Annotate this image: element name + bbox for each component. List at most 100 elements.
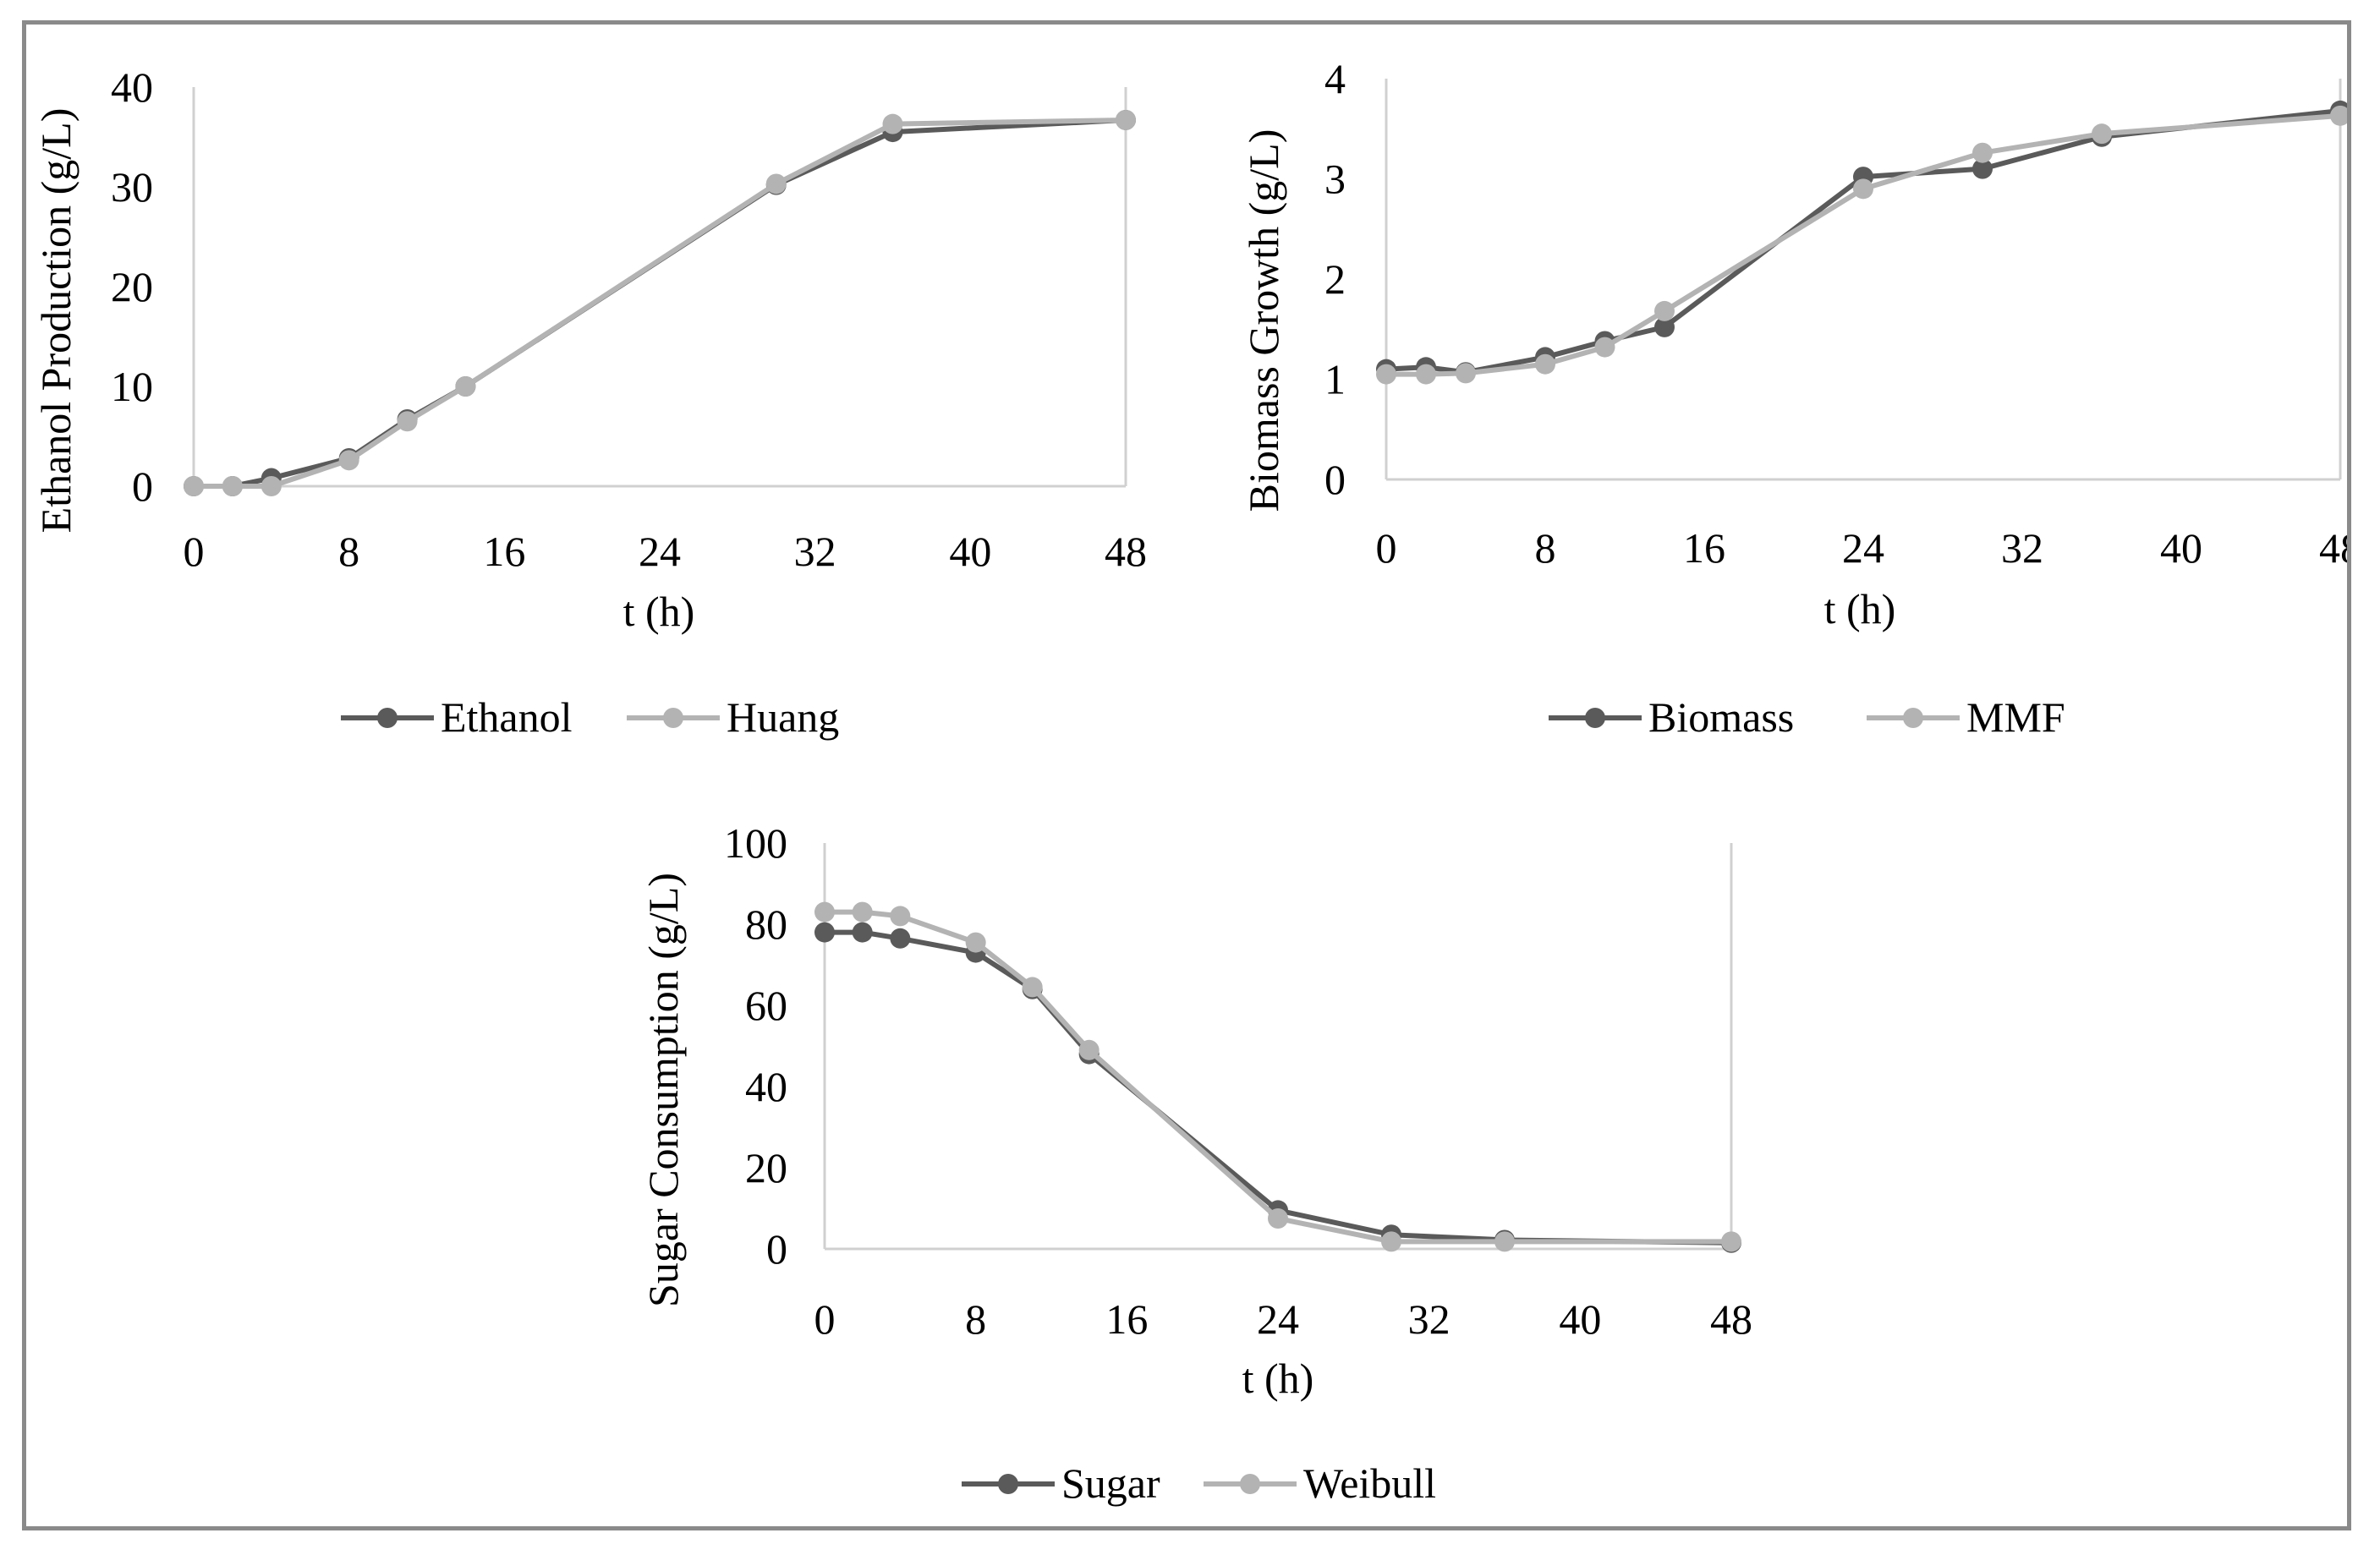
chart-ethanol-legend: Ethanol Huang	[341, 693, 839, 741]
ethanol-point-huang	[338, 450, 359, 471]
biomass-x-tick-label: 48	[2319, 524, 2347, 572]
ethanol-point-huang	[260, 476, 282, 496]
ethanol-legend-label-huang: Huang	[727, 693, 839, 741]
chart-sugar-legend: Sugar Weibull	[962, 1459, 1436, 1507]
sugar-point-weibull	[1022, 977, 1043, 998]
biomass-x-tick-label: 32	[2001, 524, 2043, 572]
sugar-legend-label-sugar: Sugar	[1061, 1459, 1160, 1507]
sugar-x-tick-label: 0	[814, 1295, 836, 1343]
sugar-point-weibull	[1078, 1039, 1100, 1060]
sugar-legend-marker-sugar	[998, 1474, 1018, 1494]
chart-sugar-ylabel: Sugar Consumption (g/L)	[639, 873, 687, 1307]
chart-ethanol-axes: 0 8 16 24 32 40 48 0 10 20 30 40	[111, 63, 1147, 575]
ethanol-y-tick-label: 0	[132, 463, 153, 510]
biomass-legend-marker-biomass	[1585, 708, 1605, 728]
chart-biomass-growth: 0 8 16 24 32 40 48 0 1 2 3 4 t (h) Biomass Growth (…	[1240, 55, 2361, 741]
sugar-x-tick-label: 48	[1710, 1295, 1752, 1343]
sugar-x-tick-label: 40	[1559, 1295, 1601, 1343]
sugar-legend-marker-weibull	[1240, 1474, 1260, 1494]
sugar-x-tick-label: 16	[1105, 1295, 1148, 1343]
chart-biomass-series	[1376, 100, 2350, 385]
sugar-x-tick-label: 8	[965, 1295, 986, 1343]
biomass-x-tick-label: 0	[1376, 524, 1397, 572]
ethanol-point-huang	[765, 173, 787, 194]
biomass-legend-label-biomass: Biomass	[1648, 693, 1794, 741]
sugar-point-weibull	[814, 901, 835, 923]
biomass-point-mmf	[1535, 353, 1555, 375]
biomass-point-mmf	[1594, 337, 1615, 358]
sugar-point-weibull	[1381, 1231, 1401, 1252]
ethanol-series-line-ethanol	[194, 117, 1127, 489]
ethanol-legend-marker-huang	[663, 708, 683, 728]
sugar-y-tick-label: 80	[745, 901, 787, 948]
sugar-y-tick-label: 20	[745, 1144, 787, 1191]
ethanol-y-tick-label: 20	[111, 263, 153, 310]
biomass-point-mmf	[1853, 178, 1873, 200]
biomass-point-mmf	[1376, 364, 1396, 385]
biomass-point-mmf	[2330, 105, 2350, 126]
biomass-point-mmf	[2092, 123, 2112, 145]
sugar-y-tick-label: 40	[745, 1063, 787, 1110]
chart-sugar-series	[814, 901, 1741, 1253]
sugar-y-tick-label: 100	[724, 819, 787, 867]
sugar-series-line-sugar	[825, 929, 1732, 1246]
sugar-point-weibull	[965, 932, 986, 953]
ethanol-x-tick-label: 16	[483, 528, 525, 575]
sugar-y-tick-label: 60	[745, 982, 787, 1029]
ethanol-point-huang	[1116, 109, 1136, 130]
sugar-point-weibull	[852, 901, 873, 923]
figure-frame: 0 8 16 24 32 40 48 0 10 20 30 40 t (h) Ethanol Prod…	[22, 20, 2361, 1530]
biomass-point-mmf	[1972, 142, 1993, 163]
sugar-point-sugar	[890, 928, 911, 949]
biomass-point-biomass	[1654, 316, 1675, 337]
biomass-point-mmf	[1654, 300, 1675, 321]
biomass-x-tick-label: 16	[1683, 524, 1725, 572]
biomass-point-mmf	[1456, 363, 1476, 384]
ethanol-x-tick-label: 24	[639, 528, 681, 575]
ethanol-x-tick-label: 8	[338, 528, 359, 575]
ethanol-point-huang	[882, 113, 903, 134]
sugar-point-sugar	[814, 922, 835, 943]
biomass-y-tick-label: 2	[1324, 255, 1346, 303]
ethanol-x-tick-label: 40	[949, 528, 991, 575]
biomass-x-tick-label: 8	[1535, 524, 1556, 572]
biomass-series-line-biomass	[1385, 107, 2341, 375]
chart-sugar-consumption: 0 8 16 24 32 40 48 0 20 40 60 80 100 t (h) Sugar Con…	[639, 819, 1752, 1507]
sugar-point-weibull	[1494, 1231, 1515, 1252]
sugar-point-weibull	[890, 906, 911, 927]
chart-ethanol-production: 0 8 16 24 32 40 48 0 10 20 30 40 t (h) Ethanol Prod…	[32, 63, 1147, 741]
biomass-x-tick-label: 24	[1842, 524, 1884, 572]
sugar-point-sugar	[852, 922, 873, 943]
chart-ethanol-series	[184, 109, 1136, 496]
biomass-y-tick-label: 0	[1324, 456, 1346, 503]
chart-sugar-xlabel: t (h)	[1242, 1355, 1314, 1402]
biomass-y-tick-label: 4	[1324, 55, 1346, 102]
biomass-point-mmf	[1416, 364, 1436, 385]
sugar-point-weibull	[1268, 1208, 1288, 1229]
ethanol-series-line-huang	[194, 117, 1127, 489]
biomass-legend-marker-mmf	[1903, 708, 1923, 728]
biomass-x-tick-label: 40	[2160, 524, 2202, 572]
ethanol-x-tick-label: 0	[184, 528, 205, 575]
ethanol-legend-marker-ethanol	[377, 708, 398, 728]
ethanol-point-huang	[397, 411, 418, 432]
ethanol-y-tick-label: 40	[111, 63, 153, 111]
sugar-series-line-weibull	[825, 909, 1731, 1245]
chart-ethanol-xlabel: t (h)	[623, 588, 695, 635]
sugar-point-weibull	[1721, 1231, 1741, 1252]
sugar-legend-label-weibull: Weibull	[1303, 1459, 1436, 1507]
ethanol-y-tick-label: 30	[111, 163, 153, 211]
sugar-x-tick-label: 32	[1408, 1295, 1450, 1343]
ethanol-y-tick-label: 10	[111, 363, 153, 410]
chart-biomass-legend: Biomass MMF	[1549, 693, 2065, 741]
ethanol-x-tick-label: 32	[794, 528, 836, 575]
chart-sugar-axes: 0 8 16 24 32 40 48 0 20 40 60 80 100	[724, 819, 1752, 1343]
biomass-series-line-mmf	[1386, 112, 2341, 377]
biomass-y-tick-label: 3	[1324, 156, 1346, 203]
ethanol-point-huang	[222, 476, 243, 496]
ethanol-point-huang	[455, 376, 476, 397]
biomass-legend-label-mmf: MMF	[1966, 693, 2065, 741]
ethanol-point-huang	[184, 476, 204, 496]
sugar-y-tick-label: 0	[766, 1225, 787, 1273]
chart-biomass-axes: 0 8 16 24 32 40 48 0 1 2 3 4	[1324, 55, 2361, 572]
